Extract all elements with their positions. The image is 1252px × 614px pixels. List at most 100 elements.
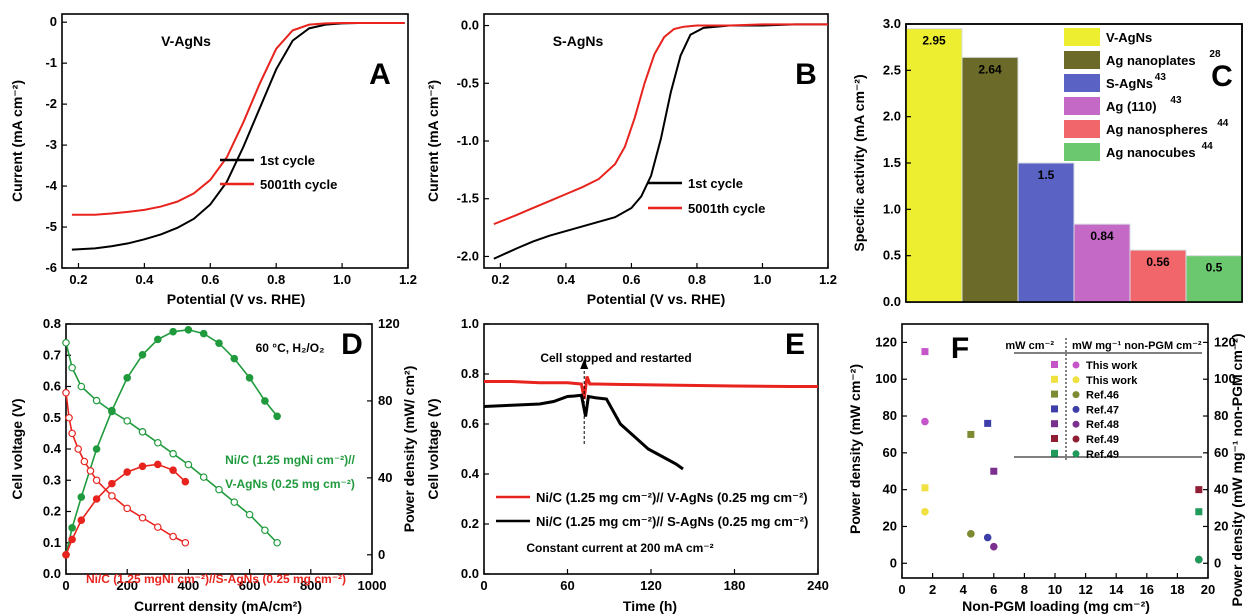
x-tick-label: 0.8 bbox=[688, 272, 706, 287]
legend-circle bbox=[1072, 435, 1080, 443]
annotation: S-AgNs bbox=[553, 33, 604, 49]
legend-label: 1st cycle bbox=[260, 153, 315, 168]
legend-label: Ref.46 bbox=[1086, 390, 1119, 402]
series-point bbox=[154, 523, 162, 531]
scatter-point bbox=[1195, 555, 1203, 564]
y-tick-label: 0.5 bbox=[43, 410, 61, 425]
y2-tick-label: 40 bbox=[378, 470, 392, 485]
plot-frame bbox=[65, 323, 373, 575]
series-label: V-AgNs (0.25 mg cm⁻²) bbox=[225, 477, 355, 491]
legend-swatch bbox=[1064, 74, 1100, 92]
y-tick-label: 40 bbox=[883, 482, 897, 497]
y-tick-label: -1 bbox=[45, 55, 57, 70]
y-tick-label: -0.5 bbox=[457, 75, 479, 90]
series-point bbox=[92, 476, 101, 485]
x-tick-label: 800 bbox=[300, 578, 322, 593]
legend-label: Ni/C (1.25 mg cm⁻²)// S-AgNs (0.25 mg cm… bbox=[536, 514, 808, 529]
scatter-point bbox=[990, 467, 998, 475]
x-tick-label: 2 bbox=[929, 582, 936, 597]
y-tick-label: 0.7 bbox=[43, 347, 61, 362]
x-tick-label: 180 bbox=[724, 578, 746, 593]
series-point bbox=[108, 492, 116, 500]
series-point bbox=[138, 462, 147, 471]
series-point bbox=[154, 460, 162, 469]
y-tick-label: 0.4 bbox=[461, 466, 480, 481]
axis-label: Non-PGM loading (mg cm⁻²) bbox=[962, 598, 1150, 614]
annotation: V-AgNs bbox=[161, 33, 211, 49]
series-line bbox=[65, 342, 278, 544]
series-line bbox=[71, 22, 405, 216]
y-tick-label: 120 bbox=[875, 334, 897, 349]
series-line bbox=[493, 23, 828, 226]
y-tick-label: -2.0 bbox=[457, 248, 479, 263]
y2-tick-label: 100 bbox=[1214, 371, 1236, 386]
x-tick-label: 240 bbox=[807, 578, 829, 593]
series-point bbox=[123, 504, 132, 513]
axis-label: Potential (V vs. RHE) bbox=[587, 291, 725, 307]
series-point bbox=[77, 493, 86, 501]
series-point bbox=[181, 538, 190, 547]
legend-circle bbox=[1072, 376, 1080, 384]
scatter-point bbox=[921, 484, 929, 492]
series-line bbox=[71, 22, 405, 251]
x-tick-label: 1000 bbox=[358, 578, 387, 593]
axis-label: Current density (mA/cm²) bbox=[134, 598, 302, 614]
series-line bbox=[493, 23, 828, 260]
legend-square bbox=[1051, 390, 1058, 398]
panel-letter: F bbox=[951, 332, 969, 365]
x-tick-label: 200 bbox=[116, 578, 138, 593]
series-point bbox=[215, 339, 223, 348]
y2-tick-label: 80 bbox=[1214, 408, 1228, 423]
scatter-point bbox=[921, 417, 929, 426]
axis-label: Power density (mW cm⁻²) bbox=[847, 364, 863, 534]
y-tick-label: 20 bbox=[883, 518, 897, 533]
y-tick-label: 0.0 bbox=[883, 294, 901, 309]
legend-circle bbox=[1072, 361, 1080, 369]
x-tick-label: 20 bbox=[1201, 582, 1215, 597]
bar bbox=[1129, 249, 1187, 303]
legend-label: 5001th cycle bbox=[260, 177, 337, 192]
scatter-point bbox=[921, 348, 929, 356]
series-point bbox=[123, 417, 132, 425]
x-tick-label: 0.8 bbox=[267, 272, 285, 287]
y-tick-label: 60 bbox=[883, 445, 897, 460]
y-tick-label: 0.1 bbox=[43, 535, 61, 550]
series-line bbox=[483, 393, 684, 471]
axis-label: Cell voltage (V) bbox=[425, 398, 441, 499]
legend-label: 1st cycle bbox=[688, 176, 743, 191]
series-line bbox=[484, 375, 818, 400]
series-point bbox=[215, 485, 223, 494]
y-tick-label: 0.3 bbox=[43, 472, 61, 487]
panel-f: 0 20 40 60 80 100 120 0 2 4 6 8 10 12 14 16 18 20 0 20 40 60 8… bbox=[847, 323, 1245, 614]
series-point bbox=[68, 429, 76, 438]
x-tick-label: 0.4 bbox=[135, 272, 154, 287]
y2-tick-label: 80 bbox=[378, 393, 392, 408]
scatter-point bbox=[921, 507, 929, 516]
series-point bbox=[80, 457, 89, 466]
bar bbox=[905, 28, 963, 303]
legend-label: Ref.49 bbox=[1086, 434, 1119, 446]
x-tick-label: 400 bbox=[178, 578, 200, 593]
legend-circle bbox=[1072, 405, 1080, 413]
y-tick-label: 1.5 bbox=[883, 155, 901, 170]
legend-square bbox=[1051, 405, 1058, 413]
legend-swatch bbox=[1064, 97, 1100, 115]
y-tick-label: 100 bbox=[875, 371, 897, 386]
series-point bbox=[86, 467, 95, 475]
axis-label: Time (h) bbox=[623, 598, 677, 614]
series-point bbox=[92, 495, 101, 503]
legend-label: Ag (110) bbox=[1106, 99, 1157, 114]
bar-value-label: 1.5 bbox=[1038, 168, 1055, 182]
scatter-point bbox=[1195, 508, 1203, 516]
panel-letter: D bbox=[341, 328, 363, 361]
panel-letter: A bbox=[369, 58, 391, 91]
series-point bbox=[273, 538, 281, 547]
bar-value-label: 2.64 bbox=[978, 62, 1002, 76]
legend-label: 5001th cycle bbox=[688, 201, 765, 216]
y-tick-label: -5 bbox=[45, 219, 57, 234]
axis-label: Cell voltage (V) bbox=[9, 398, 25, 499]
legend-label: Ref.49 bbox=[1086, 449, 1119, 461]
x-tick-label: 14 bbox=[1109, 582, 1124, 597]
x-tick-label: 1.0 bbox=[753, 272, 771, 287]
